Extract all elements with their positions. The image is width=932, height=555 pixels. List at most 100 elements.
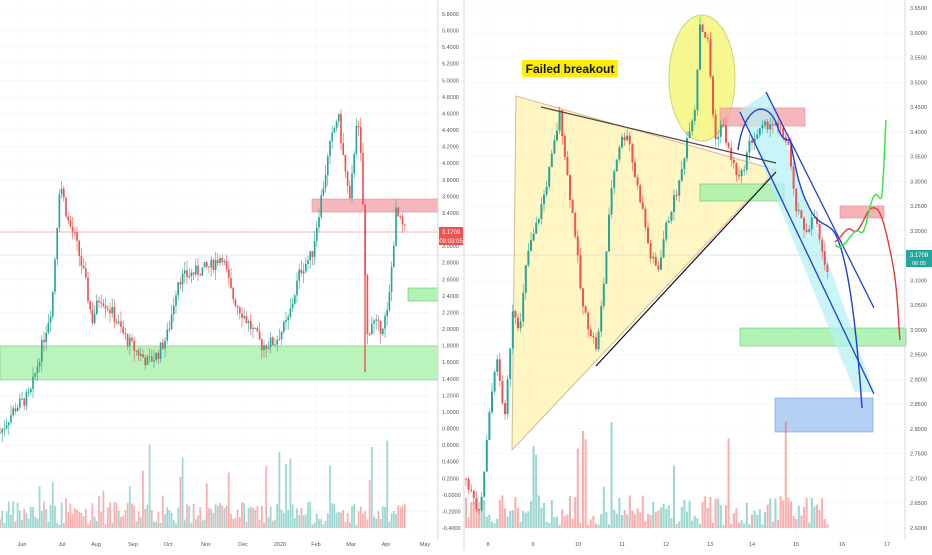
- candle: [126, 334, 129, 347]
- volume-bar: [0, 519, 1, 528]
- volume-bar: [36, 518, 39, 528]
- right-y-tick-label: 2.8500: [910, 402, 927, 408]
- candle: [326, 156, 329, 176]
- candle: [208, 266, 210, 268]
- volume-bar: [395, 513, 397, 528]
- volume-bar: [509, 510, 512, 528]
- candle: [318, 216, 320, 228]
- volume-bar: [390, 513, 393, 528]
- volume-bar: [139, 516, 142, 528]
- left-y-tick-label: -0.2000: [442, 509, 461, 515]
- candle: [95, 300, 98, 315]
- left-y-tick-label: 2.2000: [442, 310, 459, 316]
- candle: [190, 272, 193, 277]
- volume-bar: [170, 513, 173, 528]
- left-y-tick-label: 1.0000: [442, 410, 459, 416]
- volume-bar: [3, 523, 6, 528]
- volume-bar: [388, 521, 391, 528]
- volume-bar: [774, 498, 777, 528]
- candle: [670, 211, 673, 221]
- volume-bar: [826, 523, 829, 528]
- volume-bar: [142, 470, 144, 528]
- left-support-zone: [0, 345, 439, 381]
- candle: [641, 202, 644, 209]
- volume-bar: [346, 513, 349, 528]
- candle: [311, 251, 314, 257]
- candle: [18, 398, 21, 408]
- volume-bar: [181, 457, 184, 528]
- candle: [234, 299, 237, 306]
- candle: [472, 490, 475, 499]
- candle: [344, 154, 347, 172]
- volume-bar: [40, 510, 43, 528]
- volume-bar: [190, 522, 193, 528]
- candle: [618, 147, 621, 160]
- volume-bar: [203, 519, 206, 528]
- candle: [78, 240, 81, 257]
- volume-bar: [91, 503, 94, 528]
- candle: [667, 220, 670, 223]
- candle: [353, 153, 356, 174]
- left-y-tick-label: 4.4000: [442, 128, 459, 134]
- candle: [249, 321, 252, 329]
- candle: [40, 339, 43, 363]
- candle: [340, 113, 342, 144]
- volume-bar: [322, 524, 325, 528]
- volume-bar: [377, 511, 380, 528]
- candle: [550, 153, 553, 167]
- channel-upper-line: [765, 91, 875, 309]
- candle: [675, 195, 678, 197]
- right-y-tick-label: 2.7000: [910, 476, 927, 482]
- volume-bar: [662, 504, 665, 528]
- candle: [219, 257, 221, 264]
- candle: [34, 373, 37, 377]
- volume-bar: [320, 519, 323, 528]
- candle: [792, 166, 795, 189]
- volume-bar: [331, 503, 334, 528]
- volume-bar: [561, 509, 564, 528]
- right-y-tick-label: 3.2000: [910, 229, 927, 235]
- volume-bar: [623, 509, 626, 528]
- candle: [188, 276, 191, 278]
- candle: [597, 331, 600, 350]
- candle: [322, 188, 325, 196]
- volume-bar: [318, 519, 320, 528]
- volume-bar: [766, 504, 769, 528]
- candle: [600, 306, 603, 332]
- candle: [89, 301, 92, 310]
- candle: [683, 158, 686, 169]
- volume-bar: [164, 513, 166, 528]
- candle: [100, 302, 103, 304]
- candle: [43, 339, 45, 343]
- volume-bar: [373, 516, 375, 528]
- candle: [225, 260, 228, 270]
- volume-bar: [67, 512, 70, 528]
- volume-bar: [58, 524, 61, 528]
- left-y-tick-label: 1.6000: [442, 360, 459, 366]
- volume-bar: [274, 519, 276, 528]
- candle: [639, 185, 642, 203]
- candle: [21, 398, 23, 400]
- volume-bar: [111, 522, 114, 528]
- candle: [582, 288, 584, 307]
- candle: [519, 321, 522, 329]
- candle: [673, 195, 675, 212]
- candle: [797, 210, 800, 212]
- candle: [47, 322, 50, 333]
- left-x-tick-label: Mar: [346, 542, 356, 548]
- volume-bar: [23, 508, 26, 528]
- candle: [774, 123, 777, 126]
- volume-bar: [76, 509, 78, 528]
- volume-bar: [267, 517, 270, 528]
- candle: [170, 314, 173, 329]
- candle: [23, 398, 26, 406]
- candle: [530, 240, 532, 251]
- volume-bar: [329, 465, 331, 528]
- left-x-tick-label: May: [420, 542, 431, 548]
- volume-bar: [381, 506, 384, 528]
- right-y-tick-label: 3.0500: [910, 303, 927, 309]
- volume-bar: [641, 495, 644, 528]
- right-x-tick-label: 13: [707, 542, 713, 548]
- volume-bar: [592, 515, 595, 528]
